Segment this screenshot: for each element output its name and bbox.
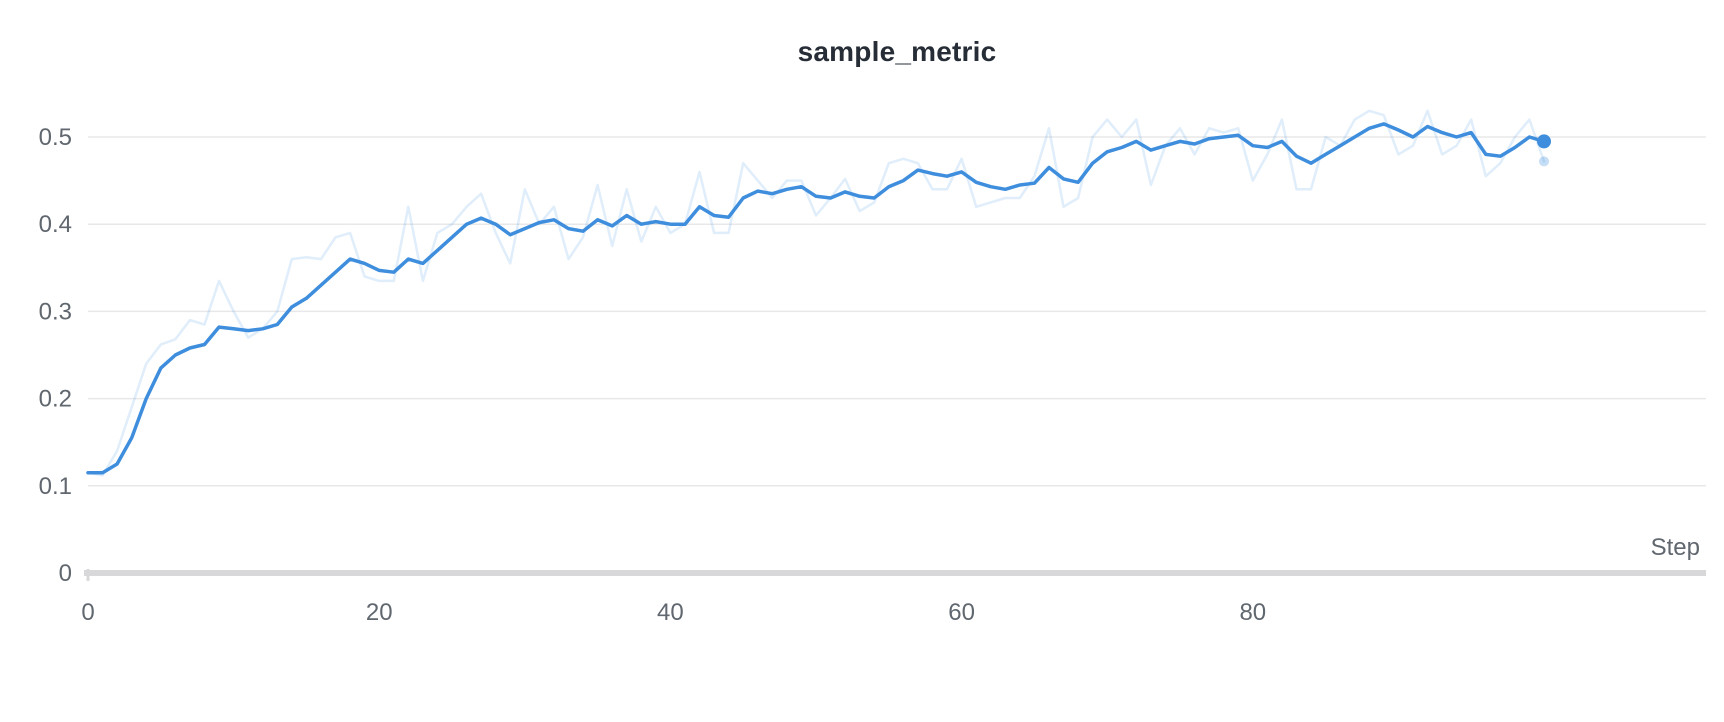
series-end-marker (1539, 156, 1549, 167)
x-axis-title: Step (1651, 534, 1700, 561)
x-tick-label: 20 (366, 599, 393, 626)
y-tick-label: 0.4 (39, 211, 72, 238)
y-tick-label: 0.1 (39, 473, 72, 500)
x-tick-label: 40 (657, 599, 684, 626)
x-tick-label: 60 (948, 599, 975, 626)
series-end-marker (1537, 134, 1551, 149)
y-tick-label: 0.5 (39, 124, 72, 151)
chart-title: sample_metric (797, 36, 997, 67)
y-tick-label: 0.2 (39, 386, 72, 413)
x-tick-label: 80 (1239, 599, 1266, 626)
y-tick-label: 0 (59, 560, 72, 587)
y-tick-label: 0.3 (39, 298, 72, 325)
series-line-raw (86, 109, 1546, 477)
x-tick-label: 0 (81, 599, 94, 626)
series-line-smoothed (86, 122, 1546, 475)
